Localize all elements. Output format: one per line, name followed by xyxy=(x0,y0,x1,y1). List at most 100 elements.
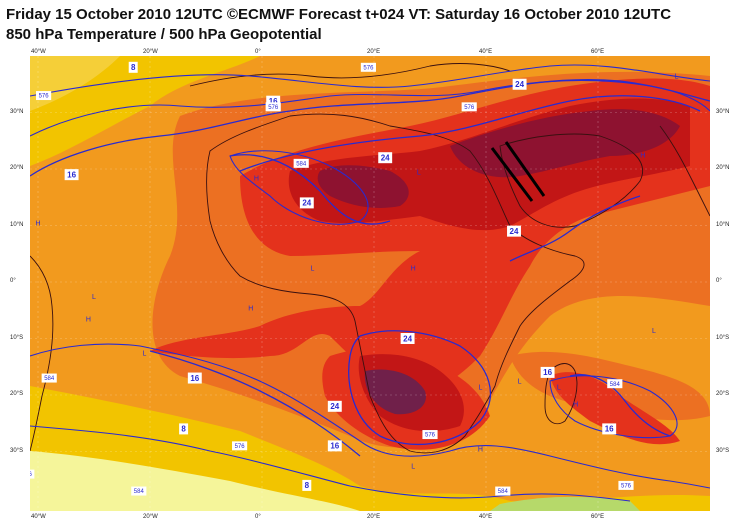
geopotential-contour-label: 584 xyxy=(131,486,147,496)
lon-tick-top: 20°E xyxy=(367,49,381,55)
high-pressure-marker: H xyxy=(86,317,91,324)
geopotential-contour-label: 576 xyxy=(422,430,438,440)
lat-tick-right: 30°N xyxy=(716,108,730,115)
svg-text:584: 584 xyxy=(134,489,145,495)
svg-text:16: 16 xyxy=(605,425,614,434)
lon-tick-bottom: 0° xyxy=(255,514,261,520)
svg-text:16: 16 xyxy=(190,374,199,383)
svg-text:24: 24 xyxy=(403,334,412,343)
temperature-contour-label: 16 xyxy=(602,423,617,435)
hot-zone-madagascar xyxy=(550,372,680,445)
low-pressure-marker: L xyxy=(478,384,482,391)
cool-zone-north xyxy=(30,56,260,166)
lon-tick-bottom: 20°E xyxy=(367,514,381,520)
svg-text:584: 584 xyxy=(610,382,621,388)
temperature-contour-label: 16 xyxy=(64,169,79,181)
high-pressure-marker: H xyxy=(411,266,416,273)
svg-text:576: 576 xyxy=(464,105,475,111)
geopotential-contour-label: 576 xyxy=(461,102,477,112)
temperature-contour-label: 16 xyxy=(187,372,202,384)
geopotential-contour-label: 576 xyxy=(36,91,52,101)
geopotential-contour-label: 576 xyxy=(232,441,248,451)
svg-text:584: 584 xyxy=(44,376,55,382)
map-subtitle: 850 hPa Temperature / 500 hPa Geopotenti… xyxy=(6,26,322,43)
svg-text:576: 576 xyxy=(363,65,374,71)
geopotential-contour-label: 584 xyxy=(293,158,309,168)
low-pressure-marker: L xyxy=(310,266,314,273)
svg-text:8: 8 xyxy=(131,63,136,72)
low-pressure-marker: L xyxy=(557,384,561,391)
temperature-contour-label: 16 xyxy=(266,95,281,107)
svg-text:576: 576 xyxy=(425,433,436,439)
svg-text:16: 16 xyxy=(67,170,76,179)
geopotential-contour-label: 584 xyxy=(495,486,511,496)
svg-text:584: 584 xyxy=(498,489,509,495)
lat-tick-right: 10°N xyxy=(716,221,730,228)
lon-tick-top: 40°W xyxy=(31,49,46,55)
temperature-contour-label: 16 xyxy=(540,366,555,378)
temperature-contour-label: 24 xyxy=(400,333,415,344)
temperature-contour-label: 24 xyxy=(512,78,527,90)
svg-text:584: 584 xyxy=(296,161,307,167)
temperature-contour-label: 8 xyxy=(302,479,312,491)
lon-tick-top: 20°W xyxy=(143,49,158,55)
weather-map[interactable]: 8161616161616882424242424241657657657658… xyxy=(8,56,711,511)
lat-tick-right: 20°N xyxy=(716,165,730,171)
svg-text:576: 576 xyxy=(621,484,632,490)
africa-coastline xyxy=(206,113,585,454)
temperature-contour-label: 16 xyxy=(327,440,342,452)
lat-tick-left: 30°S xyxy=(10,447,24,454)
svg-text:576: 576 xyxy=(268,105,279,111)
hottest-zone-sahara xyxy=(317,165,409,208)
temperature-contour-label: 8 xyxy=(128,61,138,73)
lat-tick-right: 10°S xyxy=(716,334,730,341)
low-pressure-marker: L xyxy=(411,463,415,470)
lat-tick-right: 30°S xyxy=(716,447,730,454)
svg-text:8: 8 xyxy=(181,425,186,434)
temperature-contour-label: 24 xyxy=(378,152,393,164)
lat-tick-left: 10°N xyxy=(10,221,24,228)
low-pressure-marker: L xyxy=(652,328,656,335)
geopotential-contour-label: 584 xyxy=(607,379,623,389)
green-zone xyxy=(490,496,640,511)
high-pressure-marker: H xyxy=(254,175,259,182)
svg-text:8: 8 xyxy=(305,481,310,490)
high-pressure-marker: H xyxy=(478,447,483,454)
svg-text:16: 16 xyxy=(330,442,339,451)
map-canvas: 8161616161616882424242424241657657657658… xyxy=(8,56,711,511)
lon-tick-bottom: 40°W xyxy=(31,514,46,520)
high-pressure-marker: H xyxy=(248,305,253,312)
svg-text:24: 24 xyxy=(515,80,524,89)
geopotential-contour-label: 576 xyxy=(618,480,634,490)
svg-text:576: 576 xyxy=(235,444,246,450)
high-pressure-marker: H xyxy=(35,221,40,228)
high-pressure-marker: H xyxy=(640,153,645,160)
map-title: Friday 15 October 2010 12UTC ©ECMWF Fore… xyxy=(6,6,672,23)
lat-tick-left: 10°S xyxy=(10,334,24,341)
geopotential-contour-label: 584 xyxy=(41,373,57,383)
svg-text:16: 16 xyxy=(269,97,278,106)
temperature-contour-label: 24 xyxy=(327,400,342,412)
high-pressure-marker: H xyxy=(573,401,578,408)
geopotential-contour-label: 576 xyxy=(360,62,376,72)
lon-tick-bottom: 20°W xyxy=(143,514,158,520)
temperature-contour-label: 24 xyxy=(299,197,314,209)
lat-tick-right: 0° xyxy=(716,278,722,284)
svg-text:24: 24 xyxy=(381,154,390,163)
india-coastline xyxy=(659,125,711,217)
temperature-contour-label: 8 xyxy=(179,423,189,435)
lon-tick-top: 40°E xyxy=(479,49,493,55)
lon-tick-bottom: 40°E xyxy=(479,514,493,520)
lat-tick-left: 20°S xyxy=(10,391,24,397)
low-pressure-marker: L xyxy=(518,379,522,386)
svg-text:24: 24 xyxy=(510,227,519,236)
lat-tick-left: 0° xyxy=(10,278,16,284)
svg-text:24: 24 xyxy=(330,402,339,411)
contour-labels: 8161616161616882424242424241657657657658… xyxy=(8,61,634,496)
svg-text:24: 24 xyxy=(302,199,311,208)
arabia-coastline xyxy=(499,133,643,228)
low-pressure-marker: L xyxy=(674,74,678,81)
lat-tick-right: 20°S xyxy=(716,391,730,397)
extreme-zone-kalahari xyxy=(364,369,426,415)
geopotential-contour-label: 576 xyxy=(19,469,35,479)
